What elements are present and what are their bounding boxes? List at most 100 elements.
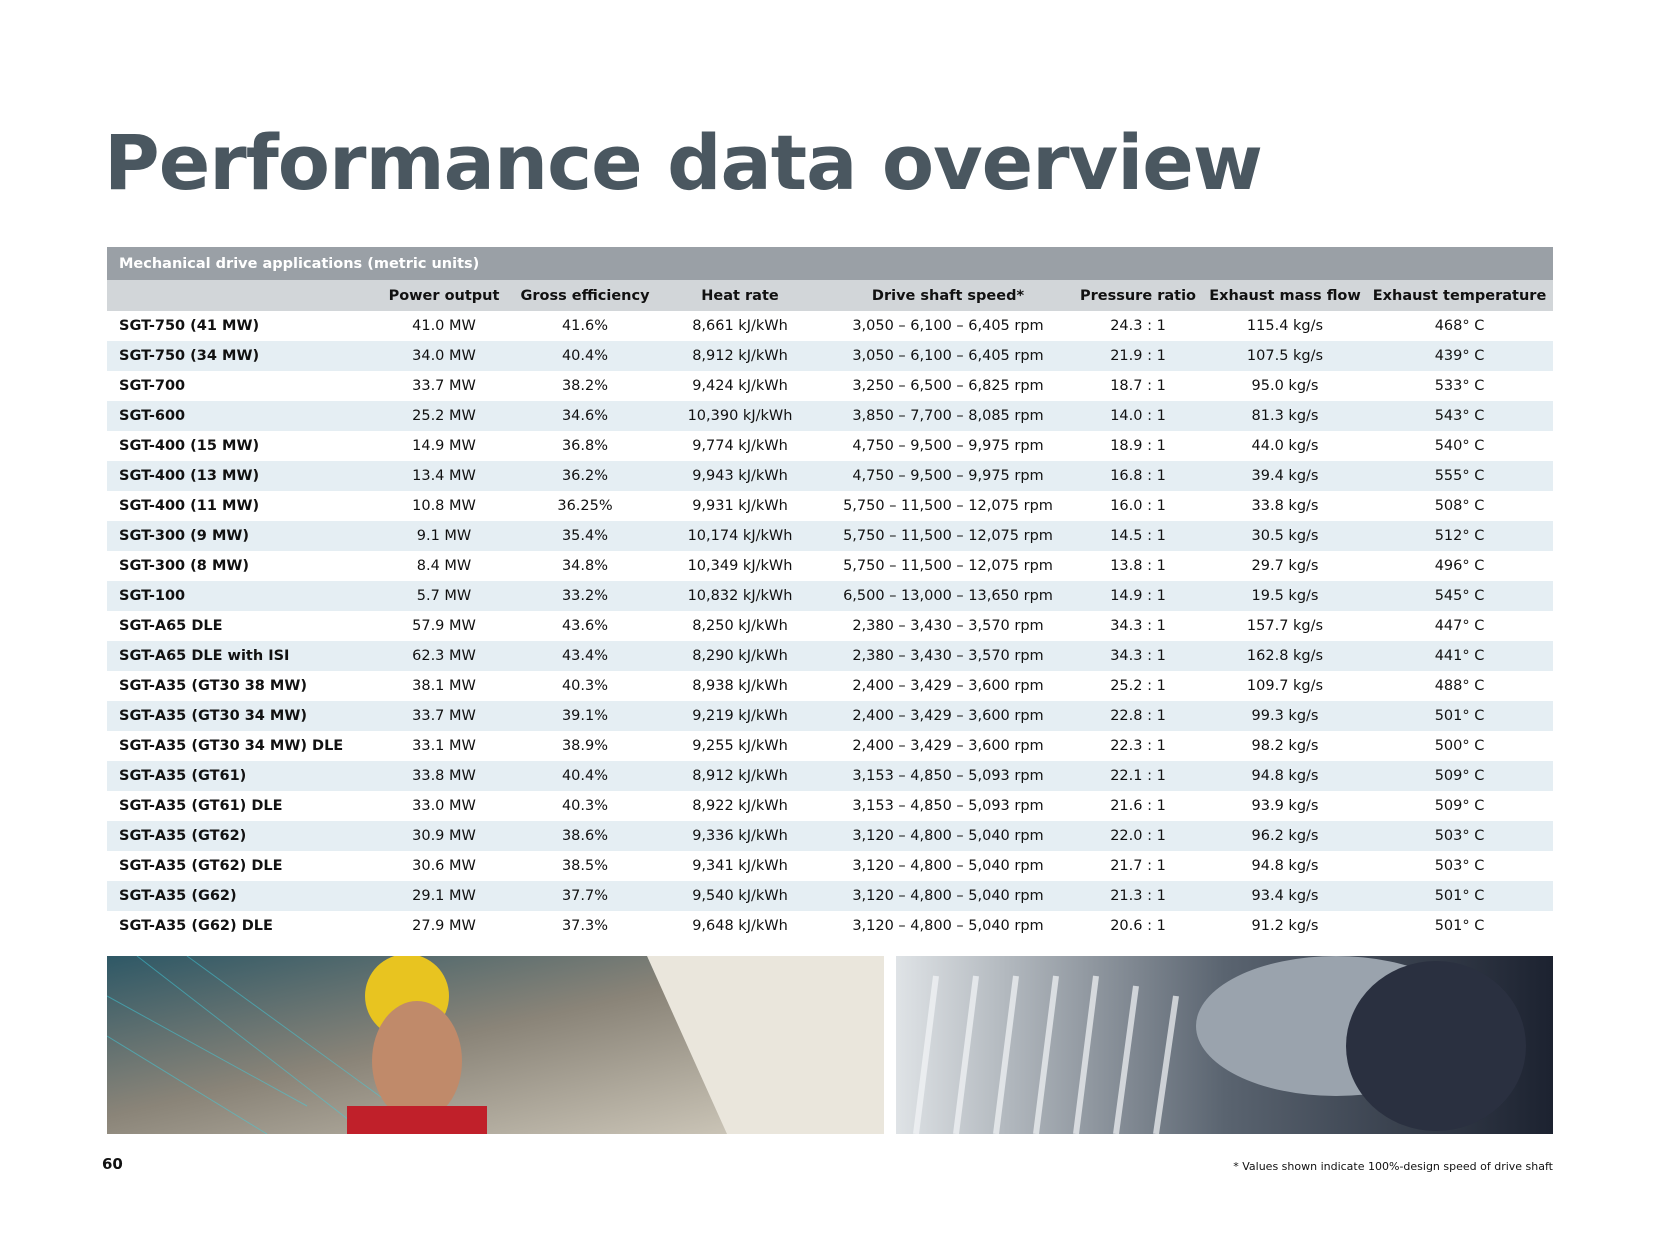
- table-cell: 509° C: [1434, 798, 1485, 814]
- row-label: SGT-750 (34 MW): [107, 341, 374, 371]
- table-row: SGT-A35 (GT61) 33.8 MW 40.4% 8,912 kJ/kWh 3,…: [107, 761, 1554, 791]
- table-cell: 34.6%: [514, 401, 656, 431]
- table-cell: 508° C: [1434, 498, 1485, 514]
- table-row: SGT-100 5.7 MW 33.2% 10,832 kJ/kWh 6,500 – 1…: [107, 581, 1554, 611]
- table-cell: 107.5 kg/s: [1204, 341, 1366, 371]
- table-cell: 33.8 MW: [374, 761, 514, 791]
- table-row: SGT-300 (9 MW) 9.1 MW 35.4% 10,174 kJ/kWh 5,…: [107, 521, 1554, 551]
- table-cell: 18.7 : 1: [1110, 378, 1166, 394]
- table-cell: 3,050 – 6,100 – 6,405 rpm: [852, 318, 1044, 334]
- table-cell: 545° C: [1366, 581, 1554, 611]
- row-label: SGT-A35 (GT62) DLE: [119, 858, 283, 874]
- table-cell: 16.8 : 1: [1072, 461, 1204, 491]
- column-header: Exhaust mass flow: [1204, 280, 1366, 311]
- row-label: SGT-400 (15 MW): [119, 438, 260, 454]
- table-cell: 9,336 kJ/kWh: [656, 821, 824, 851]
- table-cell: 533° C: [1434, 378, 1485, 394]
- table-cell: 157.7 kg/s: [1246, 618, 1324, 634]
- table-cell: 8,912 kJ/kWh: [656, 761, 824, 791]
- table-title-row: Mechanical drive applications (metric un…: [107, 247, 1554, 280]
- table-cell: 36.2%: [514, 461, 656, 491]
- table-cell: 501° C: [1366, 881, 1554, 911]
- table-cell: 5,750 – 11,500 – 12,075 rpm: [824, 521, 1072, 551]
- table-cell: 29.7 kg/s: [1251, 558, 1319, 574]
- table-cell: 34.3 : 1: [1110, 618, 1166, 634]
- table-cell: 3,120 – 4,800 – 5,040 rpm: [852, 918, 1044, 934]
- table-cell: 9,255 kJ/kWh: [692, 738, 788, 754]
- table-cell: 9,341 kJ/kWh: [692, 858, 788, 874]
- row-label: SGT-300 (9 MW): [107, 521, 374, 551]
- table-cell: 99.3 kg/s: [1204, 701, 1366, 731]
- table-cell: 16.0 : 1: [1110, 498, 1166, 514]
- table-cell: 3,153 – 4,850 – 5,093 rpm: [852, 798, 1044, 814]
- table-row: SGT-400 (11 MW) 10.8 MW 36.25% 9,931 kJ/kWh…: [107, 491, 1553, 521]
- table-row: SGT-750 (34 MW) 34.0 MW 40.4% 8,912 kJ/kWh 3…: [107, 341, 1554, 371]
- page-number: 60: [102, 1155, 123, 1173]
- table-cell: 41.0 MW: [412, 318, 476, 334]
- table-cell: 22.1 : 1: [1072, 761, 1204, 791]
- table-cell: 5,750 – 11,500 – 12,075 rpm: [843, 498, 1053, 514]
- table-cell: 19.5 kg/s: [1204, 581, 1366, 611]
- table-cell: 109.7 kg/s: [1246, 678, 1324, 694]
- table-cell: 91.2 kg/s: [1251, 918, 1319, 934]
- table-cell: 41.6%: [561, 318, 609, 334]
- table-row: SGT-A35 (GT30 34 MW) DLE 33.1 MW 38.9% 9,25…: [107, 731, 1553, 761]
- column-header-row: Power output Gross efficiency Heat rate Dri…: [107, 280, 1554, 311]
- table-cell: 3,120 – 4,800 – 5,040 rpm: [852, 858, 1044, 874]
- row-label: SGT-A35 (GT30 34 MW): [107, 701, 374, 731]
- table-cell: 14.9 : 1: [1072, 581, 1204, 611]
- table-cell: 512° C: [1366, 521, 1554, 551]
- table-cell: 2,400 – 3,429 – 3,600 rpm: [852, 678, 1044, 694]
- row-label: SGT-A35 (G62): [107, 881, 374, 911]
- table-cell: 30.5 kg/s: [1204, 521, 1366, 551]
- table-cell: 8,661 kJ/kWh: [692, 318, 788, 334]
- table-cell: 40.4%: [514, 341, 656, 371]
- table-cell: 540° C: [1434, 438, 1485, 454]
- table-cell: 447° C: [1434, 618, 1485, 634]
- table-cell: 37.3%: [561, 918, 609, 934]
- table-cell: 3,153 – 4,850 – 5,093 rpm: [824, 761, 1072, 791]
- table-cell: 57.9 MW: [412, 618, 476, 634]
- table-cell: 5.7 MW: [374, 581, 514, 611]
- table-cell: 43.4%: [514, 641, 656, 671]
- row-label: SGT-A35 (GT30 38 MW): [119, 678, 307, 694]
- table-cell: 35.4%: [514, 521, 656, 551]
- table-cell: 34.0 MW: [374, 341, 514, 371]
- table-cell: 20.6 : 1: [1110, 918, 1166, 934]
- table-cell: 13.8 : 1: [1110, 558, 1166, 574]
- corner-cell: [107, 280, 374, 311]
- table-cell: 9,931 kJ/kWh: [692, 498, 788, 514]
- table-cell: 115.4 kg/s: [1246, 318, 1324, 334]
- table-cell: 9,774 kJ/kWh: [692, 438, 788, 454]
- row-label: SGT-100: [107, 581, 374, 611]
- table-row: SGT-A35 (GT30 38 MW) 38.1 MW 40.3% 8,938 kJ…: [107, 671, 1553, 701]
- table-cell: 2,380 – 3,430 – 3,570 rpm: [824, 641, 1072, 671]
- table-cell: 3,050 – 6,100 – 6,405 rpm: [824, 341, 1072, 371]
- table-cell: 9,424 kJ/kWh: [692, 378, 788, 394]
- table-cell: 8.4 MW: [416, 558, 472, 574]
- table-cell: 8,938 kJ/kWh: [692, 678, 788, 694]
- table-cell: 38.1 MW: [412, 678, 476, 694]
- table-cell: 36.25%: [557, 498, 613, 514]
- table-cell: 2,380 – 3,430 – 3,570 rpm: [852, 618, 1044, 634]
- table-row: SGT-A65 DLE 57.9 MW 43.6% 8,250 kJ/kWh 2,380…: [107, 611, 1553, 641]
- table-cell: 488° C: [1434, 678, 1485, 694]
- table-row: SGT-A65 DLE with ISI 62.3 MW 43.4% 8,290 kJ…: [107, 641, 1554, 671]
- table-cell: 40.4%: [514, 761, 656, 791]
- table-row: SGT-400 (15 MW) 14.9 MW 36.8% 9,774 kJ/kWh 4…: [107, 431, 1553, 461]
- table-cell: 501° C: [1366, 701, 1554, 731]
- row-label: SGT-A35 (GT30 34 MW) DLE: [119, 738, 344, 754]
- column-header: Gross efficiency: [514, 280, 656, 311]
- row-label: SGT-A65 DLE with ISI: [107, 641, 374, 671]
- row-label: SGT-400 (11 MW): [119, 498, 260, 514]
- table-cell: 27.9 MW: [412, 918, 476, 934]
- table-cell: 8,250 kJ/kWh: [692, 618, 788, 634]
- table-cell: 10,349 kJ/kWh: [687, 558, 793, 574]
- page-title: Performance data overview: [104, 118, 1263, 207]
- table-cell: 4,750 – 9,500 – 9,975 rpm: [852, 438, 1044, 454]
- table-cell: 14.9 MW: [412, 438, 476, 454]
- table-cell: 96.2 kg/s: [1204, 821, 1366, 851]
- table-cell: 3,850 – 7,700 – 8,085 rpm: [824, 401, 1072, 431]
- table-row: SGT-A35 (G62) 29.1 MW 37.7% 9,540 kJ/kWh 3,1…: [107, 881, 1554, 911]
- table-cell: 3,120 – 4,800 – 5,040 rpm: [824, 821, 1072, 851]
